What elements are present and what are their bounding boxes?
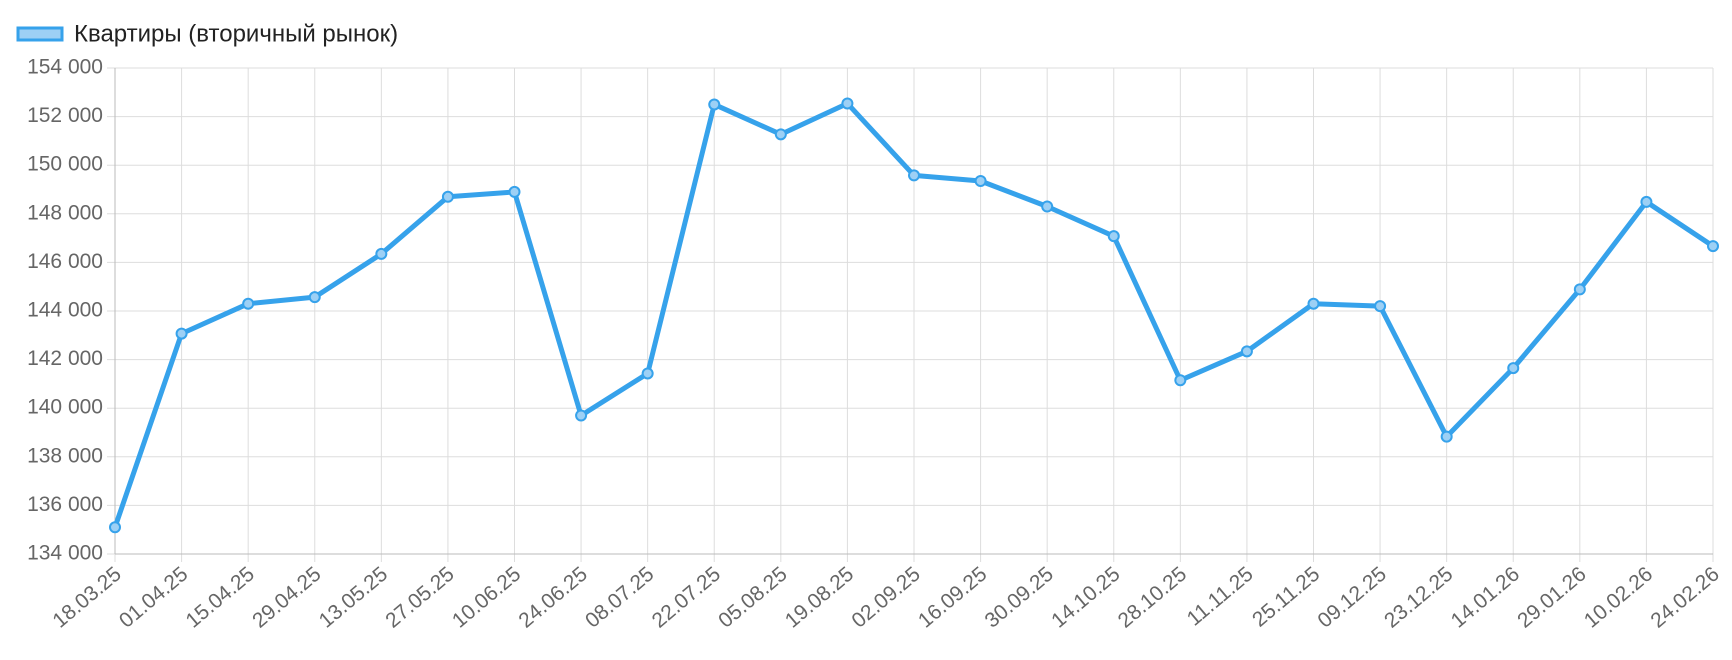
x-tick-label: 01.04.25 (115, 562, 192, 632)
point (1640, 195, 1653, 208)
point (1573, 283, 1586, 296)
y-tick-label: 140 000 (27, 396, 103, 419)
x-tick-label: 24.02.26 (1646, 562, 1723, 632)
y-tick-label: 152 000 (27, 104, 103, 127)
x-tick-label: 24.06.25 (514, 562, 591, 632)
y-tick-label: 136 000 (27, 493, 103, 516)
x-tick-label: 15.04.25 (182, 562, 259, 632)
point (841, 97, 854, 110)
x-tick-label: 13.05.25 (315, 562, 392, 632)
point (974, 174, 987, 187)
y-tick-label: 154 000 (27, 56, 103, 79)
x-tick-label: 25.11.25 (1248, 562, 1324, 631)
point (1707, 240, 1719, 253)
point (242, 297, 255, 310)
x-tick-label: 19.08.25 (781, 562, 858, 632)
point (708, 98, 721, 111)
x-tick-label: 10.02.26 (1580, 562, 1657, 632)
point (308, 291, 321, 304)
point (1041, 200, 1054, 213)
x-tick-label: 18.03.25 (48, 562, 125, 632)
point (375, 247, 388, 260)
y-tick-label: 146 000 (27, 250, 103, 273)
y-tick-label: 138 000 (27, 444, 103, 467)
y-tick-label: 142 000 (27, 347, 103, 370)
point (575, 409, 588, 422)
x-tick-label: 10.06.25 (448, 562, 525, 632)
point (1307, 297, 1320, 310)
point (641, 367, 654, 380)
x-tick-label: 02.09.25 (847, 562, 924, 632)
x-tick-label: 23.12.25 (1380, 562, 1457, 632)
y-tick-label: 134 000 (27, 542, 103, 565)
point (508, 185, 521, 198)
y-tick-label: 148 000 (27, 201, 103, 224)
x-tick-label: 09.12.25 (1313, 562, 1390, 632)
x-tick-label: 29.01.26 (1513, 562, 1590, 632)
point (1174, 374, 1187, 387)
x-tick-label: 05.08.25 (714, 562, 791, 632)
x-tick-label: 27.05.25 (381, 562, 458, 632)
legend-swatch (16, 26, 64, 42)
x-tick-label: 29.04.25 (248, 562, 325, 632)
point (1374, 300, 1387, 313)
point (1507, 362, 1520, 375)
y-tick-label: 144 000 (27, 299, 103, 322)
point (774, 128, 787, 141)
x-tick-label: 16.09.25 (914, 562, 991, 632)
y-tick-label: 150 000 (27, 153, 103, 176)
x-tick-label: 08.07.25 (581, 562, 658, 632)
point (908, 169, 920, 182)
x-tick-label: 30.09.25 (981, 562, 1058, 632)
point (175, 327, 188, 340)
legend-label: Квартиры (вторичный рынок) (74, 20, 398, 47)
x-tick-label: 14.01.26 (1447, 562, 1524, 632)
point (1240, 345, 1253, 358)
x-tick-label: 14.10.25 (1047, 562, 1124, 632)
point (109, 521, 121, 534)
point (1107, 230, 1120, 243)
point (1440, 430, 1453, 443)
x-tick-label: 28.10.25 (1114, 562, 1191, 632)
x-tick-label: 11.11.25 (1183, 562, 1258, 630)
x-tick-label: 22.07.25 (648, 562, 725, 632)
point (441, 190, 454, 203)
